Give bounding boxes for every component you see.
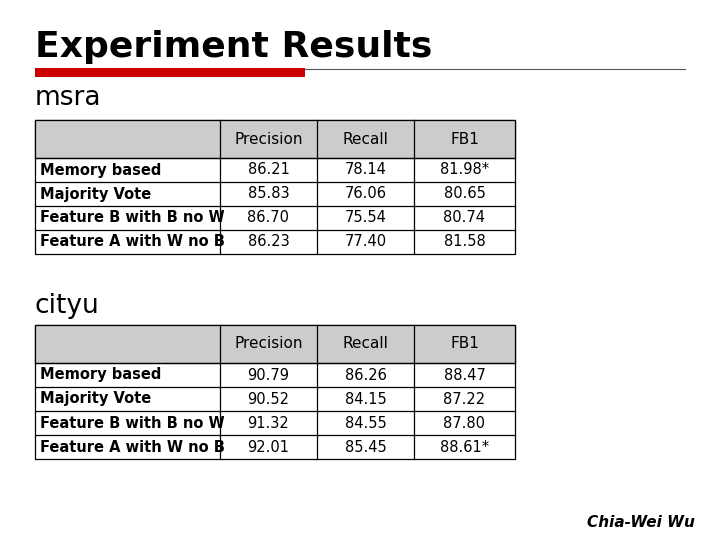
Text: 78.14: 78.14 [345,163,387,178]
Bar [35,68,305,77]
Text: Recall: Recall [343,336,388,352]
Text: Feature A with W no B: Feature A with W no B [40,440,225,455]
Text: 86.21: 86.21 [248,163,289,178]
Text: 85.45: 85.45 [345,440,387,455]
Text: 81.58: 81.58 [444,234,485,249]
Text: Precision: Precision [234,336,302,352]
Bar [35,120,515,254]
Text: msra: msra [35,85,102,111]
Text: 90.79: 90.79 [248,368,289,382]
Text: Precision: Precision [234,132,302,146]
Text: 88.47: 88.47 [444,368,485,382]
Text: Experiment Results: Experiment Results [35,30,433,64]
Text: 88.61*: 88.61* [440,440,489,455]
Text: 91.32: 91.32 [248,415,289,430]
Text: 86.70: 86.70 [248,211,289,226]
Text: 77.40: 77.40 [344,234,387,249]
Text: 87.22: 87.22 [444,392,485,407]
Text: 85.83: 85.83 [248,186,289,201]
Text: Feature A with W no B: Feature A with W no B [40,234,225,249]
Text: Recall: Recall [343,132,388,146]
Text: Majority Vote: Majority Vote [40,392,151,407]
Text: FB1: FB1 [450,336,479,352]
Text: 86.23: 86.23 [248,234,289,249]
Text: 92.01: 92.01 [248,440,289,455]
Bar [35,120,515,158]
Text: 76.06: 76.06 [344,186,387,201]
Text: 87.80: 87.80 [444,415,485,430]
Text: Feature B with B no W: Feature B with B no W [40,211,225,226]
Text: 75.54: 75.54 [345,211,387,226]
Text: Chia-Wei Wu: Chia-Wei Wu [587,515,695,530]
Text: 81.98*: 81.98* [440,163,489,178]
Text: FB1: FB1 [450,132,479,146]
Text: cityu: cityu [35,293,100,319]
Bar [35,325,515,459]
Text: 86.26: 86.26 [345,368,387,382]
Text: 84.15: 84.15 [345,392,387,407]
Text: Feature B with B no W: Feature B with B no W [40,415,225,430]
Text: 80.74: 80.74 [444,211,485,226]
Text: 90.52: 90.52 [248,392,289,407]
Text: 80.65: 80.65 [444,186,485,201]
Text: Majority Vote: Majority Vote [40,186,151,201]
Text: Memory based: Memory based [40,368,161,382]
Text: Memory based: Memory based [40,163,161,178]
Text: 84.55: 84.55 [345,415,387,430]
Bar [35,325,515,363]
